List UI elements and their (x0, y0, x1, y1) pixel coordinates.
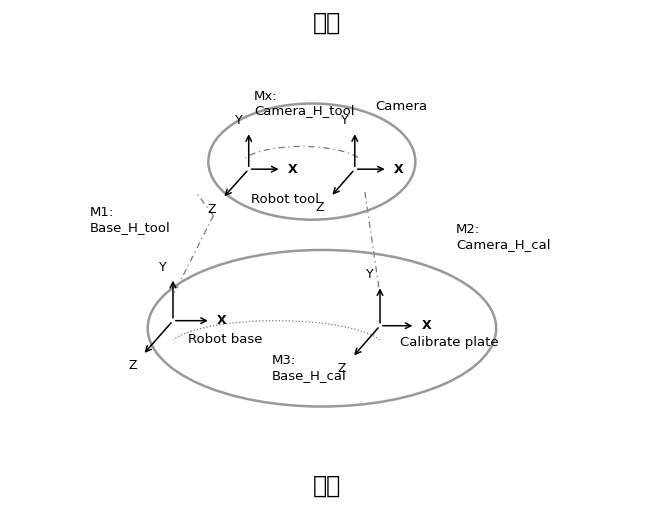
Text: Z: Z (208, 203, 216, 216)
Text: Camera: Camera (375, 99, 427, 113)
Text: M2:
Camera_H_cal: M2: Camera_H_cal (456, 223, 550, 251)
Text: X: X (217, 314, 226, 327)
Text: X: X (288, 163, 297, 176)
Text: Z: Z (316, 201, 324, 214)
Text: 静止: 静止 (313, 474, 341, 498)
Text: Robot base: Robot base (188, 333, 263, 346)
Text: Y: Y (235, 114, 243, 127)
Text: Z: Z (337, 362, 346, 375)
Text: X: X (421, 319, 431, 332)
Text: M3:
Base_H_cal: M3: Base_H_cal (271, 354, 346, 382)
Text: Robot tool: Robot tool (251, 193, 319, 206)
Text: Y: Y (341, 114, 349, 127)
Text: Calibrate plate: Calibrate plate (400, 336, 499, 349)
Text: X: X (394, 163, 404, 176)
Text: Mx:
Camera_H_tool: Mx: Camera_H_tool (254, 89, 354, 118)
Text: M1:
Base_H_tool: M1: Base_H_tool (90, 206, 171, 234)
Text: Y: Y (160, 261, 167, 274)
Text: Y: Y (366, 268, 374, 281)
Text: 移动: 移动 (313, 11, 341, 35)
Text: Z: Z (128, 359, 137, 372)
